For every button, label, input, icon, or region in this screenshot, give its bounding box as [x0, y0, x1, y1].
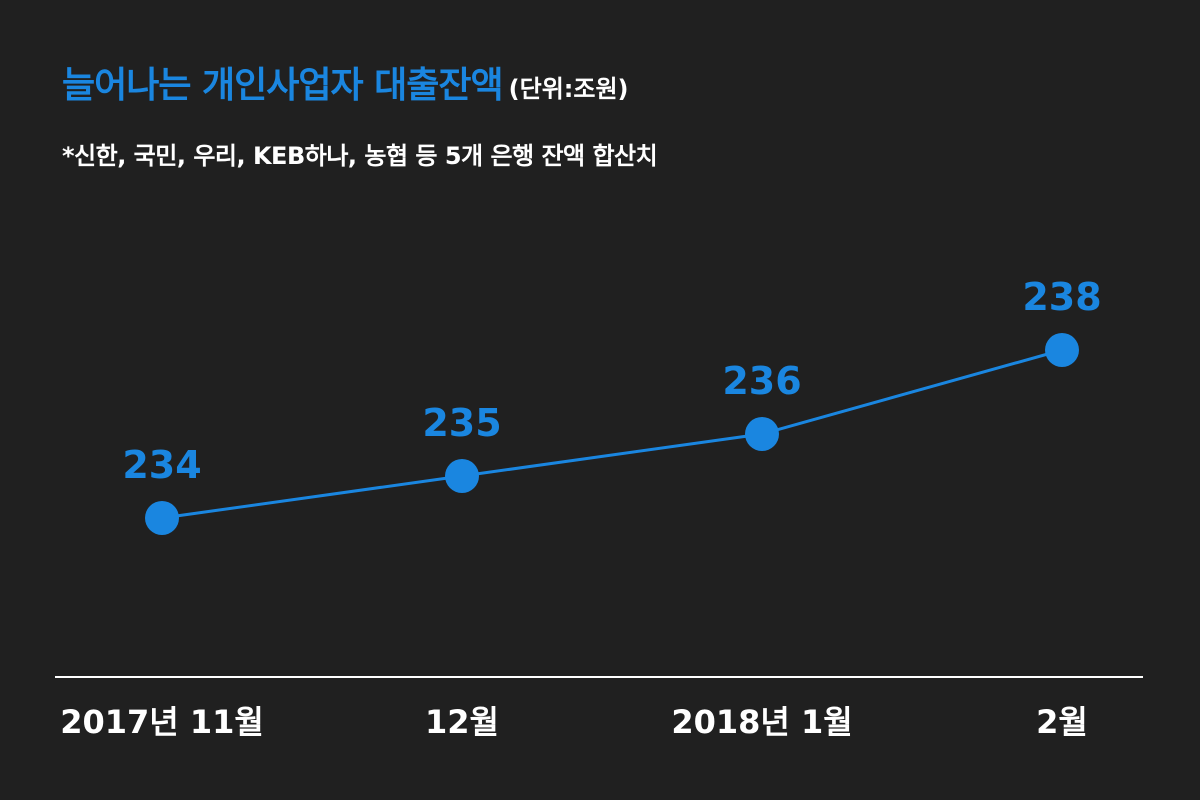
x-tick-label: 2월 [1036, 703, 1088, 741]
data-label: 234 [122, 443, 201, 487]
data-label: 238 [1022, 275, 1101, 319]
data-point [1045, 333, 1079, 367]
chart-note: *신한, 국민, 우리, KEB하나, 농협 등 5개 은행 잔액 합산치 [62, 142, 658, 170]
x-tick-label: 2017년 11월 [60, 703, 264, 741]
data-point [445, 459, 479, 493]
x-tick-label: 2018년 1월 [671, 703, 852, 741]
chart-title: 늘어나는 개인사업자 대출잔액 [62, 65, 504, 106]
chart-unit: (단위:조원) [508, 75, 629, 103]
data-label: 236 [722, 359, 801, 403]
data-point [145, 501, 179, 535]
chart-title-row: 늘어나는 개인사업자 대출잔액 (단위:조원) [62, 56, 629, 108]
data-label: 235 [422, 401, 501, 445]
series-line [161, 348, 1063, 520]
data-point [745, 417, 779, 451]
x-tick-label: 12월 [425, 703, 499, 741]
